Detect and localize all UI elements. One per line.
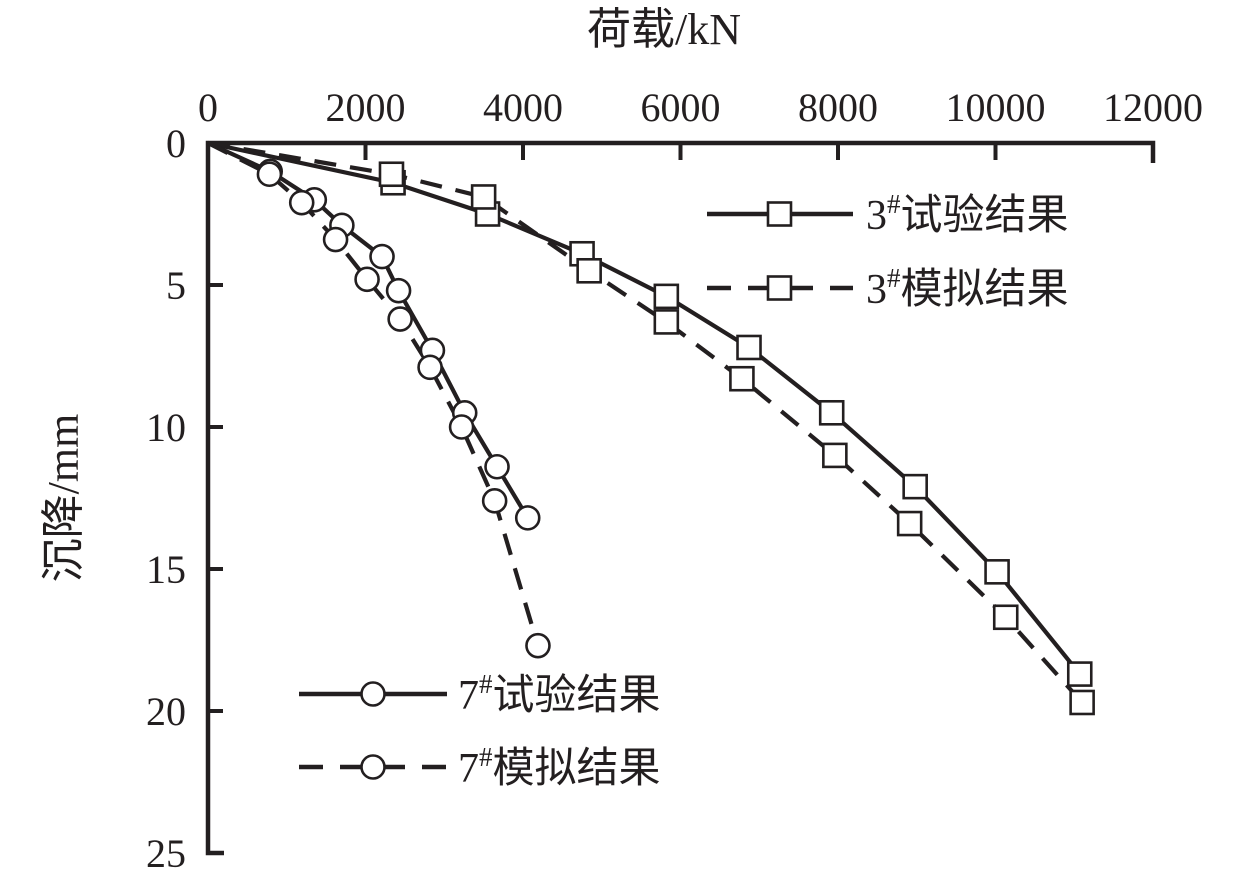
series-line-3 <box>207 141 540 647</box>
square-marker-icon <box>1069 689 1095 716</box>
circle-marker-icon <box>417 354 443 381</box>
circle-marker-icon <box>360 754 386 780</box>
x-tick-label: 8000 <box>798 85 878 130</box>
x-tick-label: 4000 <box>483 85 563 130</box>
series-line-2 <box>207 141 530 519</box>
circle-marker-icon <box>387 306 413 332</box>
series-line-0 <box>207 140 1082 676</box>
x-axis-title: 荷载/kN <box>587 5 741 54</box>
circle-marker-icon <box>256 161 283 188</box>
y-tick-label: 20 <box>146 689 186 734</box>
square-marker-icon <box>902 473 928 500</box>
square-marker-icon <box>576 257 602 284</box>
y-tick-label: 15 <box>146 547 186 592</box>
circle-marker-icon <box>448 414 475 440</box>
circle-marker-icon <box>481 488 508 514</box>
square-marker-icon <box>653 283 680 310</box>
legend-item-3-test: 3#试验结果 <box>707 189 1069 239</box>
y-axis-title: 沉降/mm <box>39 414 88 583</box>
circle-marker-icon <box>525 632 551 659</box>
x-tick-label: 12000 <box>1103 85 1203 130</box>
series-markers <box>256 158 1095 716</box>
legend-label-7-test: 7#试验结果 <box>458 669 661 719</box>
x-tick-label: 0 <box>198 85 218 130</box>
y-tick-label: 25 <box>146 831 186 876</box>
legend-item-7-test: 7#试验结果 <box>299 669 661 719</box>
legend-item-3-sim: 3#模拟结果 <box>707 263 1069 313</box>
square-marker-icon <box>984 559 1010 585</box>
legend-3: 3#试验结果 3#模拟结果 <box>707 189 1069 313</box>
legend-label-3-test: 3#试验结果 <box>866 189 1069 239</box>
legend-7: 7#试验结果 7#模拟结果 <box>299 669 661 792</box>
series-line-1 <box>207 140 1084 704</box>
circle-marker-icon <box>514 505 541 531</box>
axes: 0 2000 4000 6000 8000 10000 12000 0 5 10 15 20 25 <box>146 85 1203 876</box>
circle-marker-icon <box>288 189 315 216</box>
legend-label-7-sim: 7#模拟结果 <box>458 742 661 792</box>
square-marker-icon <box>818 399 845 426</box>
x-tick-label: 6000 <box>641 85 721 130</box>
y-tick-label: 0 <box>166 121 186 166</box>
square-marker-icon <box>736 334 762 361</box>
axis-frame <box>205 140 1156 856</box>
square-marker-icon <box>653 309 680 335</box>
legend-label-3-sim: 3#模拟结果 <box>866 263 1069 313</box>
square-marker-icon <box>992 604 1019 631</box>
square-marker-icon <box>470 184 497 210</box>
legend-item-7-sim: 7#模拟结果 <box>299 742 661 792</box>
circle-marker-icon <box>360 681 386 707</box>
circle-marker-icon <box>484 453 510 480</box>
square-marker-icon <box>822 442 848 469</box>
circle-marker-icon <box>369 243 395 270</box>
series-layer <box>207 140 1095 716</box>
square-marker-icon <box>1066 661 1093 687</box>
square-marker-icon <box>378 161 405 188</box>
circle-marker-icon <box>385 277 412 304</box>
series-lines <box>207 140 1084 704</box>
circle-marker-icon <box>354 266 380 293</box>
circle-marker-icon <box>322 226 349 253</box>
square-marker-icon <box>896 510 923 537</box>
x-tick-label: 10000 <box>946 85 1046 130</box>
square-marker-icon <box>766 275 793 301</box>
x-tick-label: 2000 <box>326 85 406 130</box>
square-marker-icon <box>766 201 793 227</box>
y-tick-label: 5 <box>166 263 186 308</box>
square-marker-icon <box>729 365 755 392</box>
y-tick-label: 10 <box>146 405 186 450</box>
